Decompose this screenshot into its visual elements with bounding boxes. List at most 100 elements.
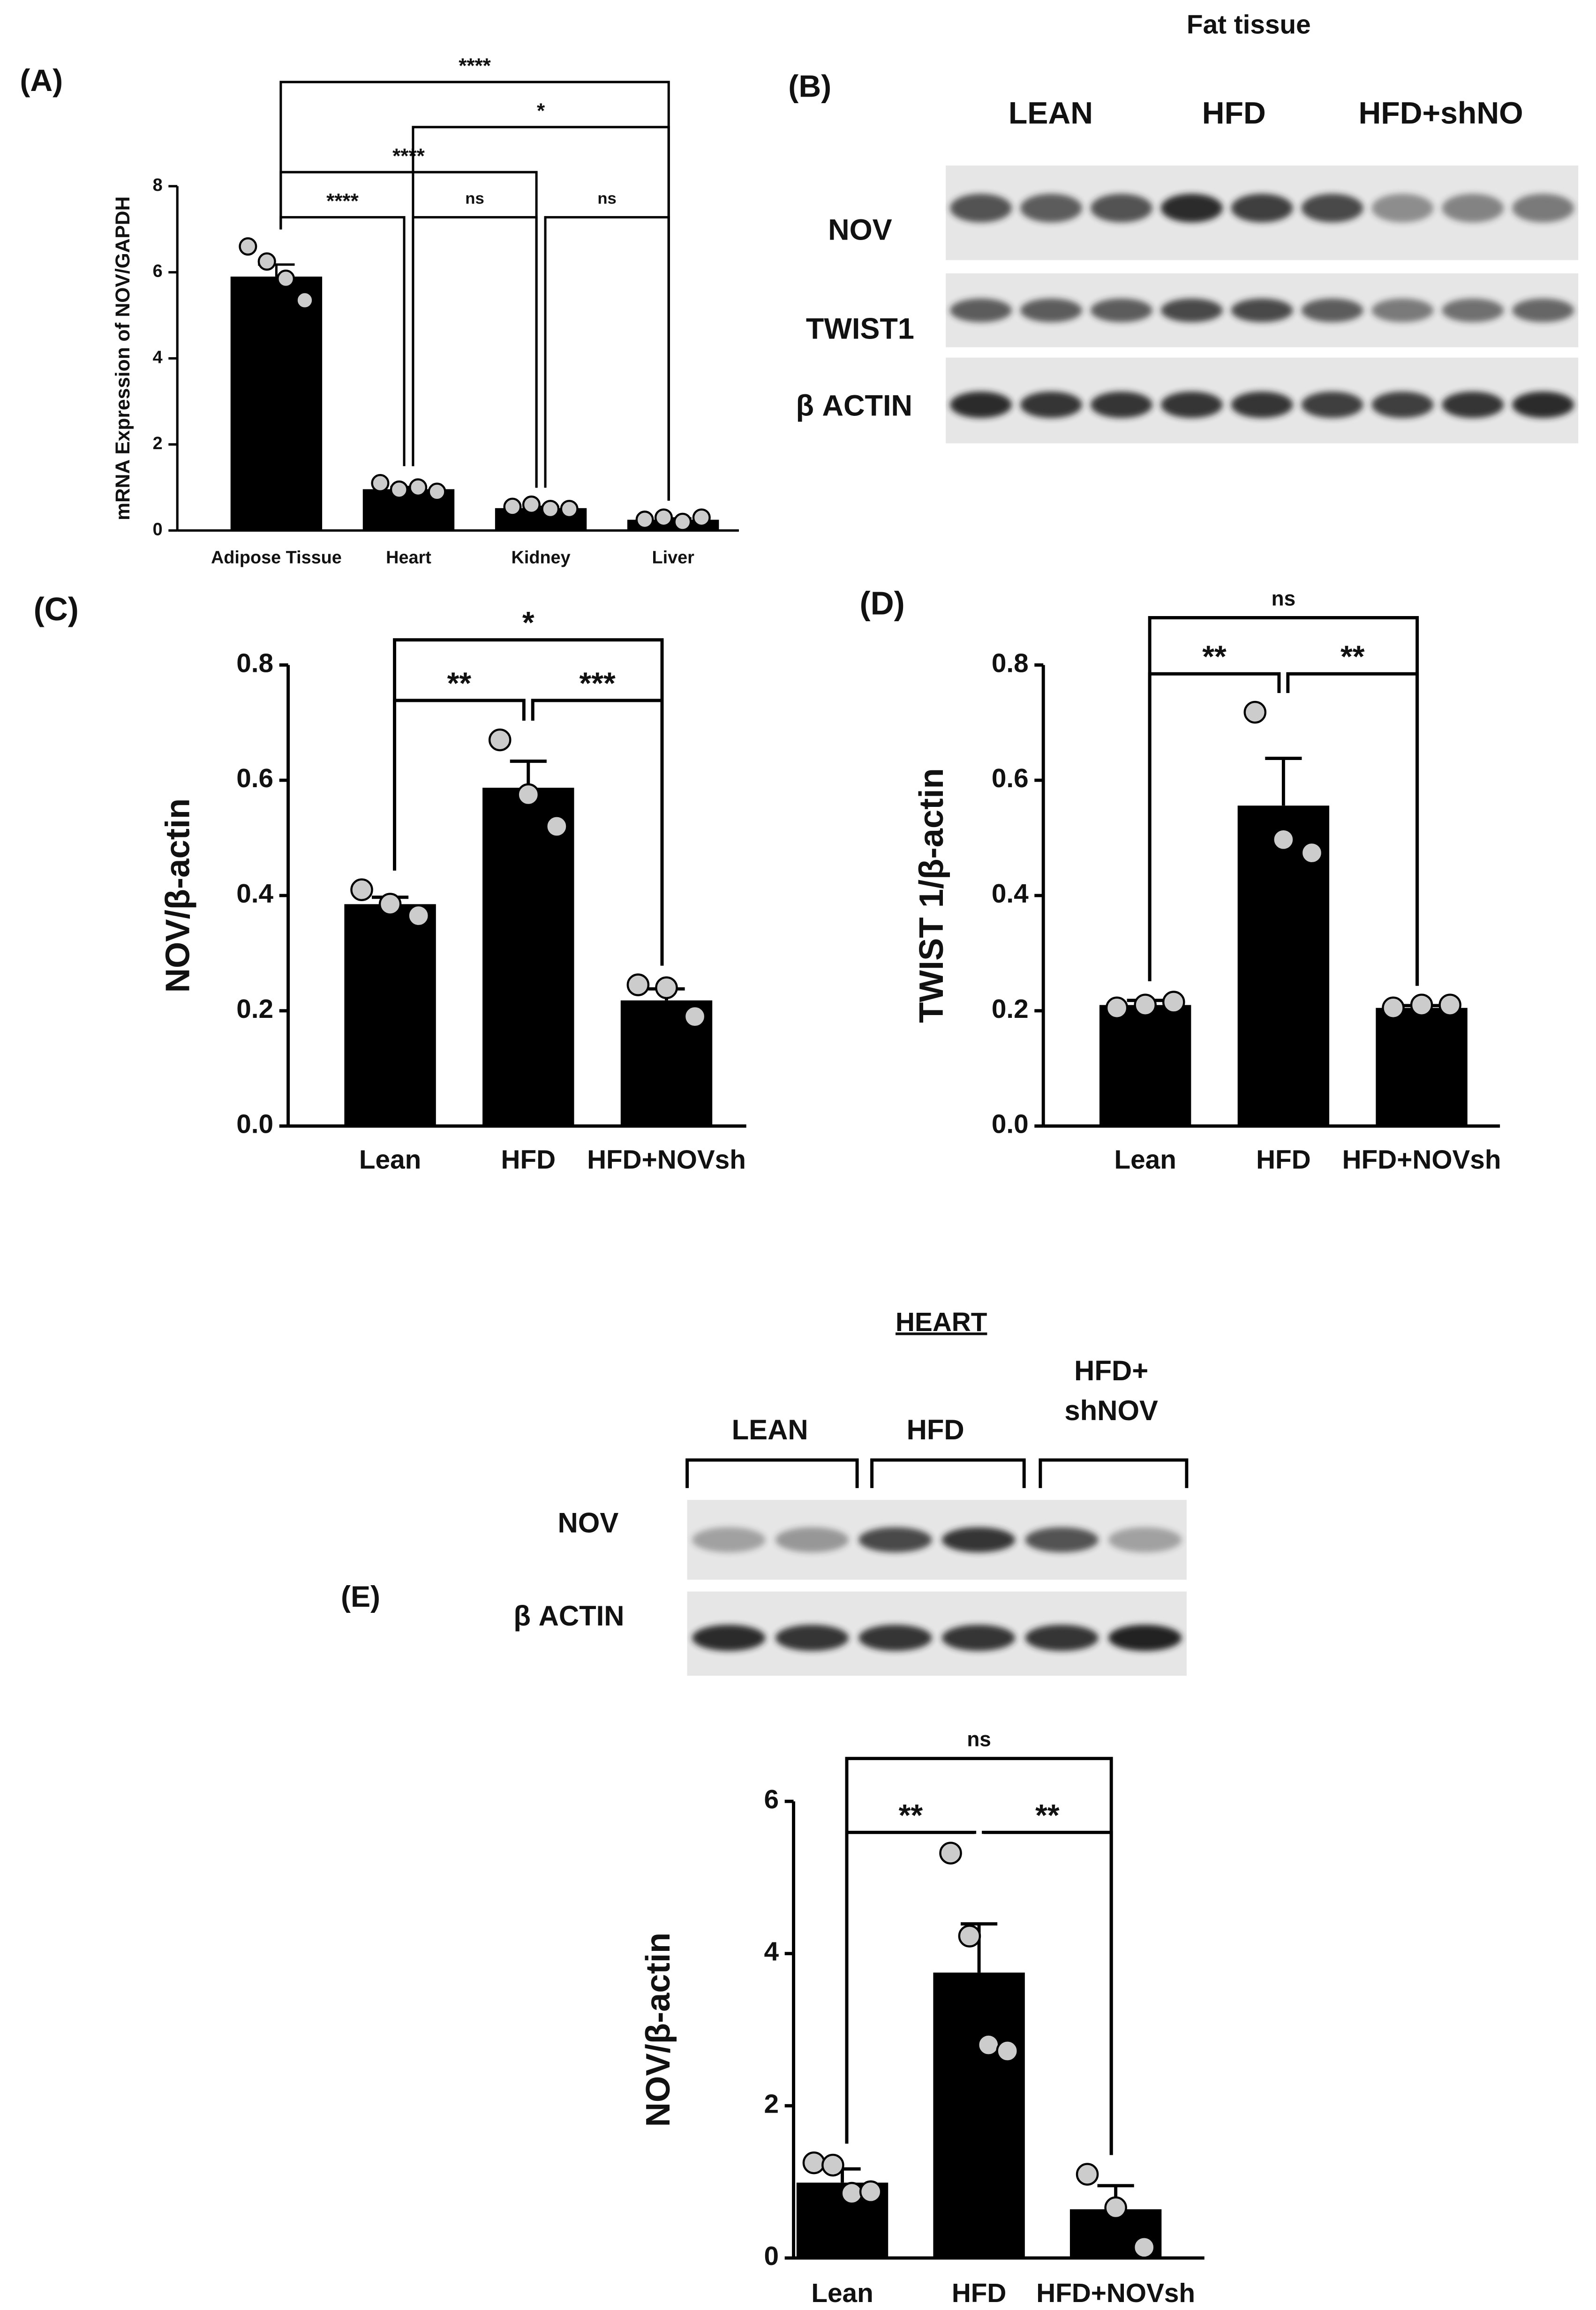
data-point <box>428 482 446 501</box>
x-tick-label: Lean <box>811 2279 873 2308</box>
data-point <box>239 237 257 256</box>
data-point <box>1104 2196 1127 2220</box>
y-tick-label: 0 <box>153 520 163 540</box>
significance-bracket <box>544 216 670 501</box>
y-axis-label: NOV/β-actin <box>159 798 197 993</box>
y-tick-label: 0.4 <box>992 879 1029 909</box>
blot-band <box>1301 391 1363 418</box>
blot-row-label: β ACTIN <box>796 390 913 422</box>
data-point <box>488 728 512 752</box>
data-point <box>1438 993 1461 1016</box>
bar <box>230 276 323 531</box>
data-point <box>517 783 540 806</box>
data-point <box>821 2153 844 2177</box>
significance-label: ns <box>967 1728 991 1751</box>
y-tick-label: 0.0 <box>236 1110 273 1139</box>
significance-label: ** <box>447 666 472 701</box>
blot-band <box>1371 298 1434 323</box>
significance-label: **** <box>392 144 425 167</box>
data-point <box>1076 2163 1099 2186</box>
blot-band <box>1371 194 1434 223</box>
blot-band <box>1020 298 1082 323</box>
blot-band <box>858 1527 932 1552</box>
data-point <box>257 252 276 271</box>
data-point <box>1162 991 1185 1014</box>
y-tick-label: 0.6 <box>236 764 273 793</box>
blot-band <box>1160 194 1223 223</box>
data-point <box>407 904 430 927</box>
blot-strip <box>687 1591 1187 1676</box>
data-point <box>503 497 522 516</box>
bar <box>1376 1008 1468 1126</box>
y-tick-label: 0.2 <box>236 994 273 1024</box>
data-point <box>654 508 673 527</box>
x-tick-label: HFD+NOVsh <box>587 1145 746 1174</box>
blot-band <box>1301 194 1363 223</box>
significance-label: ** <box>899 1798 923 1833</box>
x-tick-label: Kidney <box>512 548 571 567</box>
blot-band <box>692 1527 766 1552</box>
data-point <box>409 478 428 497</box>
significance-label: ** <box>1340 640 1365 674</box>
significance-label: ns <box>465 190 484 208</box>
blot-band <box>1442 391 1504 418</box>
data-point <box>1300 841 1324 865</box>
significance-label: * <box>537 99 545 122</box>
significance-label: ns <box>597 190 616 208</box>
x-tick-label: Lean <box>1114 1145 1176 1174</box>
blot-band <box>1160 298 1223 323</box>
y-tick-label: 0.6 <box>992 764 1029 793</box>
y-axis-label: mRNA Expression of NOV/GAPDH <box>112 196 134 520</box>
blot-row-label: β ACTIN <box>513 1600 624 1632</box>
significance-label: ns <box>1272 587 1295 610</box>
data-point <box>939 1842 962 1865</box>
blot-band <box>941 1625 1016 1651</box>
data-point <box>295 291 314 309</box>
group-bracket <box>1039 1458 1189 1488</box>
data-point <box>545 815 568 838</box>
x-tick-label: Heart <box>386 548 431 567</box>
data-point <box>350 878 373 902</box>
blot-band <box>1025 1527 1099 1552</box>
data-point <box>1132 2236 1156 2259</box>
x-tick-label: HFD+NOVsh <box>1036 2279 1195 2308</box>
data-point <box>673 512 692 531</box>
data-point <box>692 508 711 527</box>
blot-band <box>1371 391 1434 418</box>
blot-group-label: LEAN <box>1009 96 1093 130</box>
significance-bracket <box>845 1757 1113 2155</box>
blot-band <box>1025 1625 1099 1651</box>
y-tick-label: 0.4 <box>236 879 273 909</box>
y-tick-label: 4 <box>764 1937 779 1967</box>
blot-band <box>1301 298 1363 323</box>
blot-band <box>1020 194 1082 223</box>
blot-band <box>1512 391 1574 418</box>
y-tick-label: 0.8 <box>992 648 1029 678</box>
significance-bracket <box>1148 616 1419 986</box>
y-axis-label: TWIST 1/β-actin <box>912 768 950 1023</box>
y-tick-label: 6 <box>153 262 163 281</box>
significance-bracket <box>279 81 670 501</box>
data-point <box>522 495 541 514</box>
significance-bracket <box>412 216 538 488</box>
panel-label: (A) <box>20 63 63 98</box>
panel-label: (B) <box>788 69 831 104</box>
blot-band <box>1442 194 1504 223</box>
blot-title: HEART <box>896 1308 987 1337</box>
blot-title: Fat tissue <box>1187 10 1311 40</box>
data-point <box>1134 993 1157 1016</box>
blot-group-label: HFD+ <box>1074 1355 1148 1386</box>
blot-band <box>858 1625 932 1651</box>
blot-band <box>1108 1527 1182 1552</box>
blot-band <box>950 298 1012 323</box>
data-point <box>977 2033 1000 2056</box>
significance-label: **** <box>326 189 359 212</box>
significance-bracket <box>412 126 670 501</box>
y-axis-label: NOV/β-actin <box>639 1933 677 2127</box>
bar <box>1099 1005 1191 1126</box>
y-tick-label: 0.2 <box>992 994 1029 1024</box>
blot-band <box>950 194 1012 223</box>
data-point <box>1410 993 1433 1016</box>
blot-band <box>1231 194 1293 223</box>
